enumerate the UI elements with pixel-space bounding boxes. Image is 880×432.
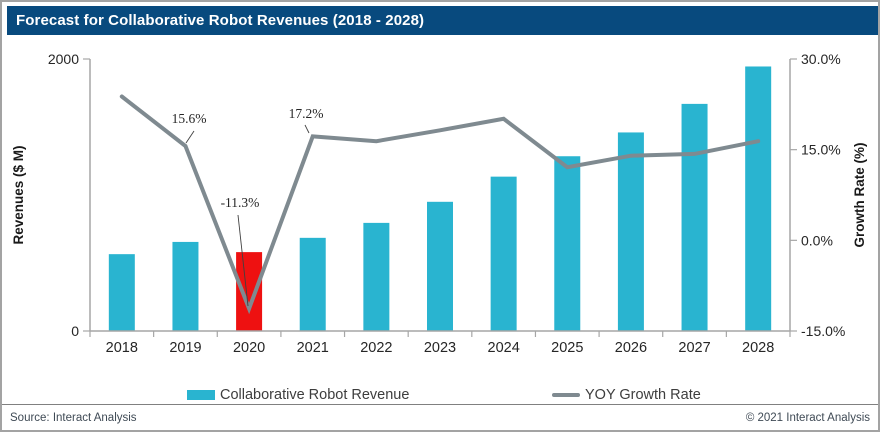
x-axis-label-2028: 2028 — [742, 340, 774, 356]
x-axis-label-2023: 2023 — [424, 340, 456, 356]
right-axis-tick-label: -15.0% — [801, 323, 845, 339]
growth-line — [119, 94, 761, 315]
left-axis-title: Revenues ($ M) — [11, 145, 26, 244]
right-axis-tick-label: 0.0% — [801, 232, 833, 248]
annotation-2021: 17.2% — [289, 106, 324, 121]
x-axis-label-2021: 2021 — [297, 340, 329, 356]
growth-line-swatch-icon — [552, 393, 580, 397]
bar-2023 — [427, 201, 453, 331]
bar-2019 — [172, 241, 199, 331]
x-axis-label-2024: 2024 — [488, 340, 520, 356]
footer-bar: Source: Interact Analysis © 2021 Interac… — [2, 404, 878, 430]
bar-2020 — [236, 252, 263, 331]
right-axis-tick-label: 30.0% — [801, 51, 841, 67]
legend-item-growth: YOY Growth Rate — [552, 386, 701, 404]
legend-item-revenue: Collaborative Robot Revenue — [187, 386, 409, 404]
x-axis-label-2020: 2020 — [233, 340, 265, 356]
right-axis-tick-label: 15.0% — [801, 142, 841, 158]
bar-2028 — [745, 66, 772, 331]
legend-revenue-label: Collaborative Robot Revenue — [220, 387, 410, 403]
bar-2026 — [617, 132, 644, 331]
x-axis-label-2027: 2027 — [678, 340, 710, 356]
bar-2018 — [108, 254, 135, 331]
bar-2025 — [554, 156, 581, 331]
chart-title: Forecast for Collaborative Robot Revenue… — [16, 12, 425, 29]
annotation-leader — [304, 124, 310, 134]
x-axis-label-2022: 2022 — [360, 340, 392, 356]
x-axis-label-2025: 2025 — [551, 340, 583, 356]
annotation-leader — [185, 130, 195, 144]
bar-2024 — [490, 176, 517, 331]
x-axis-label-2018: 2018 — [106, 340, 138, 356]
bar-2022 — [363, 222, 390, 331]
revenue-swatch-icon — [187, 390, 215, 400]
left-axis-tick-label: 0 — [71, 323, 79, 339]
chart-legend: Collaborative Robot Revenue YOY Growth R… — [2, 386, 878, 404]
left-axis-tick-label: 2000 — [48, 51, 79, 67]
annotation-2020: -11.3% — [221, 195, 260, 210]
source-note: Source: Interact Analysis — [10, 411, 137, 424]
title-bar: Forecast for Collaborative Robot Revenue… — [7, 6, 878, 35]
annotation-2019: 15.6% — [172, 111, 207, 126]
right-axis-title: Growth Rate (%) — [852, 142, 867, 247]
annotation-leader — [237, 214, 249, 307]
bar-2021 — [299, 237, 326, 331]
x-axis-label-2026: 2026 — [615, 340, 647, 356]
legend-growth-label: YOY Growth Rate — [585, 387, 701, 403]
bar-2027 — [681, 103, 708, 331]
copyright-note: © 2021 Interact Analysis — [745, 411, 870, 424]
x-axis-label-2019: 2019 — [169, 340, 201, 356]
